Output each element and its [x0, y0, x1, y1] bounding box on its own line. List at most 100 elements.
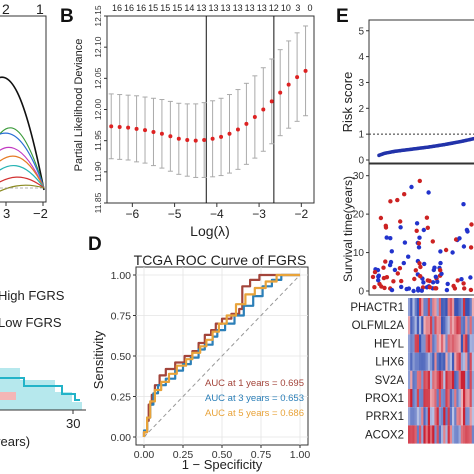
panel-e-survival-y-tick-label: 10	[353, 248, 365, 259]
panel-e-heatmap-cell	[436, 298, 440, 317]
panel-e-heatmap-cell	[410, 316, 413, 335]
panel-e-heatmap-cell	[443, 407, 446, 426]
panel-b-point	[261, 107, 266, 112]
panel-b-point	[219, 134, 224, 139]
panel-e-heatmap-cell	[414, 298, 418, 317]
panel-e-heatmap-cell	[427, 425, 431, 444]
panel-e-heatmap-cell	[427, 370, 431, 389]
panel-e-heatmap-cell	[463, 407, 466, 426]
panel-e-heatmap-cell	[471, 334, 474, 353]
panel-e-heatmap-cell	[449, 425, 453, 444]
panel-e-heatmap-cell	[454, 352, 457, 371]
panel-e-heatmap-cell	[425, 298, 429, 317]
panel-e-heatmap-cell	[452, 352, 455, 371]
panel-b-point	[134, 126, 139, 131]
panel-b-point	[109, 124, 114, 129]
panel-e-risk-y-tick-label: 4	[358, 52, 364, 63]
panel-e-survival-point	[391, 279, 396, 284]
panel-e-survival-point	[416, 245, 422, 250]
panel-e-survival-point	[426, 190, 431, 195]
panel-e-heatmap-cell	[452, 425, 455, 444]
panel-e-heatmap-cell	[425, 407, 429, 426]
panel-e-heatmap-cell	[425, 389, 429, 408]
panel-e-heatmap-cell	[465, 389, 468, 408]
panel-e-heatmap-cell	[471, 389, 474, 408]
panel-e-heatmap-cell	[454, 298, 457, 317]
panel-b-top-tick-label: 13	[208, 3, 218, 13]
panel-e-heatmap-cell	[438, 370, 442, 389]
panel-e-heatmap-cell	[423, 316, 426, 335]
panel-b-top-tick-label: 13	[257, 3, 267, 13]
panel-e-heatmap-cell	[458, 352, 462, 371]
panel-e-survival-point	[383, 259, 388, 264]
panel-e-heatmap-cell	[454, 389, 457, 408]
panel-e-survival-point	[433, 274, 438, 279]
panel-e-heatmap-cell	[460, 316, 464, 335]
legend-high-fgrs: High FGRS	[0, 288, 65, 303]
panel-e-survival-point	[445, 281, 450, 287]
panel-e-heatmap-cell	[441, 425, 444, 444]
panel-b-top-tick-label: 16	[124, 3, 134, 13]
panel-e-heatmap-cell	[432, 316, 435, 335]
panel-d-legend-5yr: AUC at 5 years = 0.686	[205, 408, 304, 419]
panel-b-point	[227, 131, 232, 136]
panel-d-y-tick-label: 1.00	[111, 270, 132, 282]
panel-e-heatmap-cell	[412, 316, 415, 335]
panel-e-heatmap-cell	[467, 298, 470, 317]
panel-e-heatmap-cell	[419, 334, 422, 353]
panel-e-heatmap-cell	[447, 389, 451, 408]
panel-b-y-tick-label: 12.05	[93, 67, 103, 89]
panel-e-gene-label: HEYL	[374, 338, 405, 350]
panel-e-gene-label: SV2A	[375, 375, 405, 387]
panel-e-heatmap-cell	[460, 334, 464, 353]
panel-e-survival-point	[452, 286, 458, 291]
panel-e-heatmap-cell	[467, 370, 470, 389]
panel-e-survival-point	[418, 264, 423, 270]
panel-e-heatmap-cell	[447, 352, 451, 371]
panel-e-gene-label: PRRX1	[366, 411, 404, 423]
panel-e-heatmap-cell	[441, 352, 444, 371]
panel-e-heatmap-cell	[445, 298, 448, 317]
panel-e-heatmap-cell	[434, 334, 437, 353]
panel-e-heatmap-cell	[452, 316, 455, 335]
panel-e-heatmap-cell	[456, 334, 459, 353]
panel-e-risk-y-tick-label: 5	[358, 26, 364, 37]
panel-b-top-tick-label: 16	[112, 3, 122, 13]
panel-e-heatmap-cell	[467, 352, 470, 371]
panel-e-survival-point	[431, 267, 436, 273]
panel-e-heatmap-cell	[458, 425, 462, 444]
panel-e-heatmap-cell	[463, 370, 466, 389]
panel-e-heatmap-cell	[410, 389, 413, 408]
panel-e-heatmap-cell	[419, 370, 422, 389]
panel-e-heatmap-cell	[456, 389, 459, 408]
panel-e-heatmap-cell	[443, 389, 446, 408]
panel-e-heatmap-cell	[421, 316, 424, 335]
panel-e-heatmap-cell	[471, 425, 474, 444]
panel-e-heatmap-cell	[419, 298, 422, 317]
panel-e-heatmap-cell	[423, 334, 426, 353]
panel-b-top-tick-label: 16	[136, 3, 146, 13]
panel-b-top-tick-label: 14	[184, 3, 194, 13]
panel-b-x-tick-label: −6	[126, 207, 140, 221]
panel-b-top-tick-label: 3	[295, 3, 300, 13]
panel-e-heatmap-cell	[434, 370, 437, 389]
panel-e-heatmap-cell	[436, 352, 440, 371]
panel-e-survival-point	[389, 287, 395, 293]
panel-e-heatmap-cell	[460, 370, 464, 389]
panel-e-heatmap-cell	[467, 425, 470, 444]
panel-b-point	[278, 90, 283, 95]
panel-e-risk-y-tick-label: 2	[358, 104, 364, 115]
panel-e-survival-point	[430, 280, 436, 285]
panel-b-top-tick-label: 15	[160, 3, 170, 13]
panel-e-survival-point	[398, 219, 403, 224]
panel-e-survival-point	[370, 274, 376, 280]
panel-e-heatmap-cell	[447, 298, 451, 317]
panel-d-letter: D	[88, 234, 102, 255]
panel-e-survival-point	[416, 288, 421, 293]
panel-d-ylabel: Sensitivity	[91, 330, 106, 389]
panel-a-km-curve	[0, 368, 86, 411]
panel-e-heatmap-cell	[469, 334, 473, 353]
panel-d-legend-1yr: AUC at 1 years = 0.695	[205, 378, 304, 389]
panel-e-heatmap-cell	[454, 407, 457, 426]
panel-e-risk-ylabel: Risk score	[340, 72, 355, 133]
